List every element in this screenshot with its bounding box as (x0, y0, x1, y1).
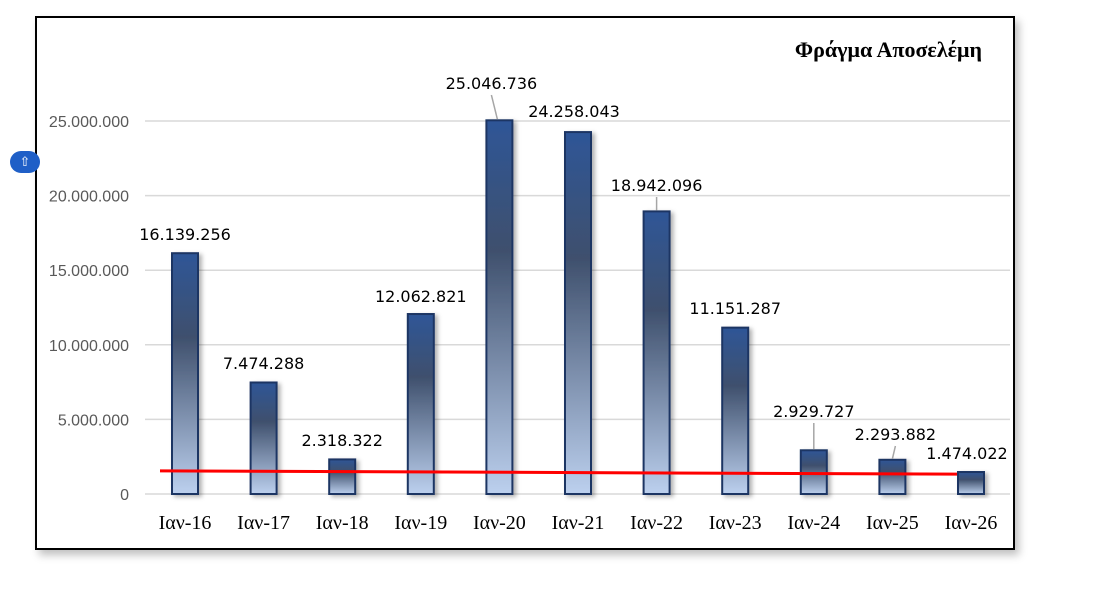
x-tick-label: Ιαν-25 (866, 512, 919, 534)
data-label: 24.258.043 (528, 102, 620, 121)
x-tick-label: Ιαν-23 (709, 512, 762, 534)
data-label: 2.293.882 (855, 425, 936, 444)
leader-line (490, 94, 499, 120)
bar (564, 131, 592, 495)
bar (249, 381, 278, 495)
bar (171, 252, 199, 495)
y-tick-label: 5.000.000 (58, 412, 129, 429)
bar (406, 313, 435, 495)
leader-line (891, 445, 897, 459)
x-tick-label: Ιαν-16 (159, 512, 212, 534)
data-label: 2.318.322 (301, 431, 382, 450)
x-tick-label: Ιαν-21 (552, 512, 605, 534)
x-tick-label: Ιαν-24 (787, 512, 840, 534)
bar (328, 458, 357, 496)
data-label: 16.139.256 (139, 225, 231, 244)
data-label: 2.929.727 (773, 402, 854, 421)
upload-arrow-icon[interactable]: ⇧ (10, 151, 40, 173)
bar (957, 471, 985, 496)
trendline (159, 469, 958, 476)
data-label: 12.062.821 (375, 287, 467, 306)
bar (485, 119, 514, 495)
data-label: 18.942.096 (611, 176, 703, 195)
data-label: 25.046.736 (446, 74, 538, 93)
bar (878, 458, 907, 495)
x-tick-label: Ιαν-17 (237, 512, 290, 534)
y-tick-label: 20.000.000 (49, 189, 129, 206)
bar (642, 210, 671, 495)
y-tick-label: 15.000.000 (49, 263, 129, 280)
x-tick-label: Ιαν-19 (394, 512, 447, 534)
y-tick-label: 25.000.000 (49, 114, 129, 131)
y-tick-label: 0 (120, 487, 129, 504)
x-tick-label: Ιαν-20 (473, 512, 526, 534)
chart-title: Φράγμα Αποσελέμη (795, 37, 982, 62)
x-tick-label: Ιαν-18 (316, 512, 369, 534)
x-tick-label: Ιαν-26 (945, 512, 998, 534)
bar (721, 326, 750, 495)
x-tick-label: Ιαν-22 (630, 512, 683, 534)
y-tick-label: 10.000.000 (49, 338, 129, 355)
data-label: 1.474.022 (926, 444, 1007, 463)
data-label: 11.151.287 (689, 299, 781, 318)
data-label: 7.474.288 (223, 354, 304, 373)
